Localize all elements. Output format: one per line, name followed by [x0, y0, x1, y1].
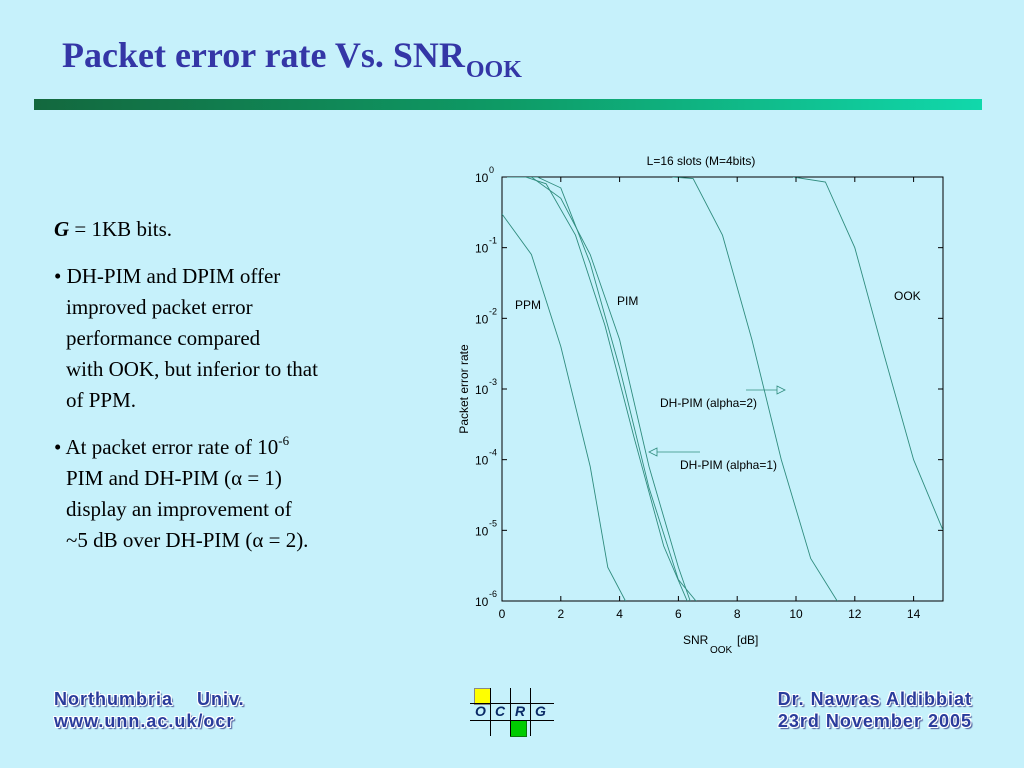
y-tick-base: 10	[475, 595, 489, 609]
y-tick-base: 10	[475, 524, 489, 538]
label-ook: OOK	[894, 289, 921, 303]
y-tick-label: 10-2	[475, 306, 497, 326]
bullet-2-line-4: ~5 dB over DH-PIM (α = 2).	[66, 528, 309, 552]
logo-v-rule-3	[530, 688, 531, 736]
ocrg-logo: O C R G	[470, 686, 560, 738]
y-tick-base: 10	[475, 242, 489, 256]
arrow-dh-pim-alpha-2	[746, 385, 786, 395]
x-tick-label: 10	[789, 607, 803, 621]
y-tick-exponent: -1	[489, 236, 497, 246]
logo-letter-r: R	[515, 703, 526, 719]
bullet-2-line-1: • At packet error rate of 10-6	[54, 433, 290, 459]
series-line-ook	[793, 177, 943, 531]
y-tick-label: 10-1	[475, 236, 497, 256]
bullet-2-line-2: PIM and DH-PIM (α = 1)	[66, 466, 282, 490]
logo-v-rule-2	[510, 688, 511, 736]
y-tick-label: 10-4	[475, 448, 497, 468]
logo-letter-g: G	[535, 703, 546, 719]
logo-h-rule-top	[470, 703, 554, 704]
plot-frame	[501, 176, 944, 602]
bullet-2-line-3: display an improvement of	[66, 497, 292, 521]
x-tick-label: 8	[734, 607, 741, 621]
x-tick-label: 2	[557, 607, 564, 621]
x-tick-label: 12	[848, 607, 862, 621]
footer-university-url: www.unn.ac.uk/ocr	[54, 711, 235, 731]
bullet-g-size: G = 1KB bits.	[54, 217, 173, 241]
x-axis-label-unit: [dB]	[737, 633, 758, 647]
logo-h-rule-bottom	[470, 720, 554, 721]
logo-letter-c: C	[495, 703, 506, 719]
footer-date: 23rd November 2005	[777, 711, 972, 731]
y-tick-base: 10	[475, 171, 489, 185]
y-tick-base: 10	[475, 454, 489, 468]
bullet-1-line-3: performance compared	[66, 326, 261, 350]
x-axis-label: SNR OOK [dB]	[683, 633, 758, 656]
bullet-1-line-5: of PPM.	[66, 388, 137, 412]
x-tick-label: 14	[907, 607, 921, 621]
bullet-1-line-4: with OOK, but inferior to that	[66, 357, 318, 381]
y-tick-exponent: -6	[489, 589, 497, 599]
series-line-ppm	[502, 213, 626, 601]
x-tick-label: 6	[675, 607, 682, 621]
y-tick-exponent: -2	[489, 306, 497, 316]
footer-author: Dr. Nawras Aldibbiat 23rd November 2005	[778, 688, 972, 732]
label-dh-pim-alpha-2: DH-PIM (alpha=2)	[660, 396, 757, 410]
y-axis-label: Packet error rate	[457, 344, 471, 434]
y-tick-label: 10-6	[475, 589, 497, 609]
x-axis-label-main: SNR	[683, 633, 709, 647]
x-tick-label: 0	[499, 607, 506, 621]
bullet-1-line-1: • DH-PIM and DPIM offer	[54, 264, 281, 288]
y-tick-exponent: -5	[489, 518, 497, 528]
y-tick-exponent: -4	[489, 448, 497, 458]
footer-author-name: Dr. Nawras Aldibbiat	[777, 689, 972, 709]
series-line-dh-pim-alpha-2	[525, 177, 697, 601]
slide-title: Packet error rate Vs. SNROOK	[62, 35, 522, 83]
x-tick-label: 4	[616, 607, 623, 621]
series-line-ook	[672, 177, 838, 601]
chart-title: L=16 slots (M=4bits)	[647, 154, 756, 168]
title-divider-bar	[34, 99, 982, 110]
y-tick-base: 10	[475, 383, 489, 397]
per-vs-snr-chart: L=16 slots (M=4bits) 0 2 4 6 8 10 12 1410010-11…	[457, 154, 944, 656]
y-tick-label: 10-3	[475, 377, 497, 397]
label-dh-pim-alpha-1: DH-PIM (alpha=1)	[680, 458, 777, 472]
y-tick-label: 10-5	[475, 518, 497, 538]
logo-green-square	[510, 720, 527, 737]
logo-v-rule-1	[490, 688, 491, 736]
footer-university: Northumbria Univ. www.unn.ac.uk/ocr	[54, 688, 245, 732]
x-axis-label-sub: OOK	[710, 645, 733, 656]
footer-university-name: Northumbria Univ.	[54, 689, 245, 709]
y-tick-exponent: 0	[489, 165, 494, 175]
label-ppm: PPM	[515, 298, 541, 312]
y-tick-exponent: -3	[489, 377, 497, 387]
label-pim: PIM	[617, 294, 638, 308]
y-tick-label: 100	[475, 165, 494, 185]
bullet-list: G = 1KB bits. • DH-PIM and DPIM offer im…	[54, 214, 404, 556]
arrow-dh-pim-alpha-1	[648, 447, 700, 457]
series-line-pim	[525, 177, 688, 601]
logo-letter-o: O	[475, 703, 486, 719]
y-tick-base: 10	[475, 312, 489, 326]
series-line-dh-pim-alpha-1	[502, 177, 691, 601]
bullet-1-line-2: improved packet error	[66, 295, 253, 319]
